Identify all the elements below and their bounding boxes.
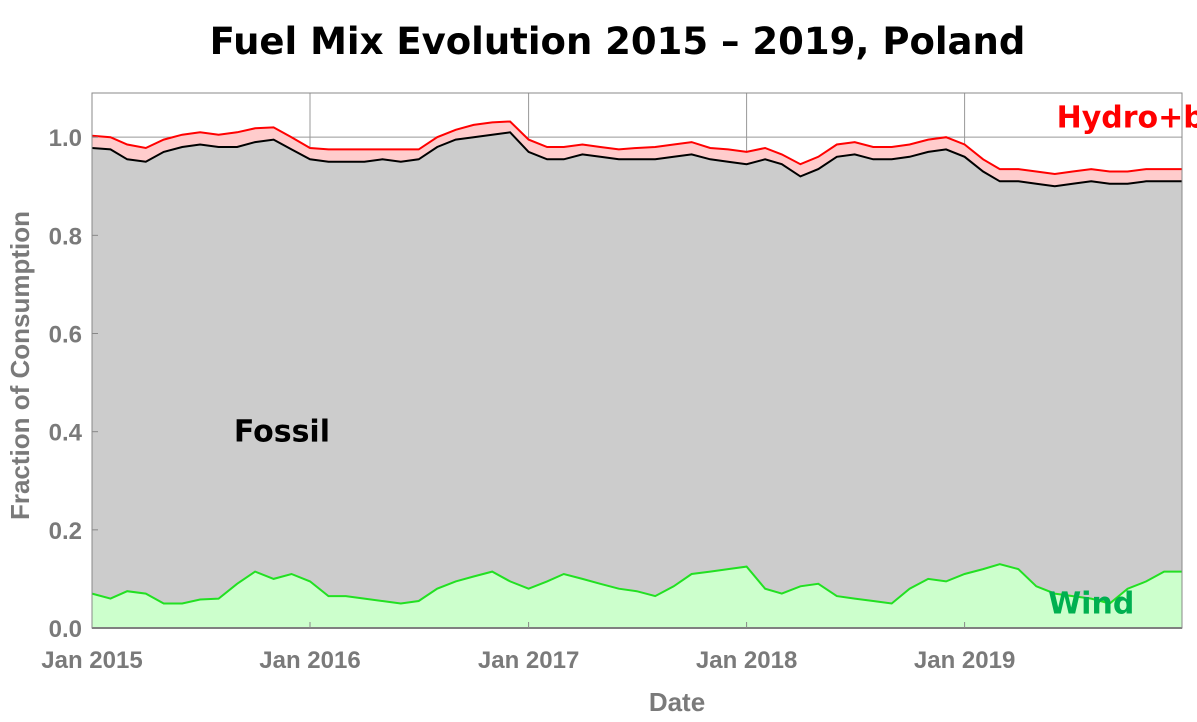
plot-frame bbox=[91, 92, 1183, 629]
annotation-layer: Fossil Wind Hydro+bio bbox=[234, 100, 1197, 621]
tick-layer: 0.0 0.2 0.4 0.6 0.8 1.0 Jan 2015 Jan 2016 Jan 20… bbox=[41, 125, 1015, 674]
fossil-area bbox=[92, 132, 1182, 604]
y-tick-label: 0.0 bbox=[49, 616, 82, 643]
y-tick-label: 0.6 bbox=[49, 322, 82, 349]
hydro-bio-line bbox=[91, 120, 1182, 176]
y-tick-label: 0.8 bbox=[49, 223, 82, 250]
x-tick-label: Jan 2018 bbox=[696, 647, 797, 674]
y-axis-title: Fraction of Consumption bbox=[5, 211, 35, 520]
wind-area bbox=[92, 564, 1182, 628]
y-tick-label: 0.4 bbox=[49, 420, 83, 447]
wind-line bbox=[91, 563, 1182, 605]
chart-title: Fuel Mix Evolution 2015 – 2019, Poland bbox=[209, 20, 1026, 63]
x-tick-label: Jan 2019 bbox=[914, 647, 1015, 674]
x-axis-title: Date bbox=[649, 687, 705, 717]
fossil-line bbox=[91, 131, 1182, 188]
x-tick-label: Jan 2016 bbox=[259, 647, 360, 674]
area-layer bbox=[92, 121, 1182, 628]
annotation-hydro-bio: Hydro+bio bbox=[1057, 100, 1197, 135]
hydro-bio-area bbox=[92, 121, 1182, 187]
x-tick-label: Jan 2017 bbox=[478, 647, 579, 674]
annotation-fossil: Fossil bbox=[234, 414, 330, 449]
annotation-wind: Wind bbox=[1048, 586, 1134, 621]
y-tick-label: 0.2 bbox=[49, 518, 82, 545]
y-tick-label: 1.0 bbox=[49, 125, 82, 152]
x-tick-label: Jan 2015 bbox=[41, 647, 142, 674]
